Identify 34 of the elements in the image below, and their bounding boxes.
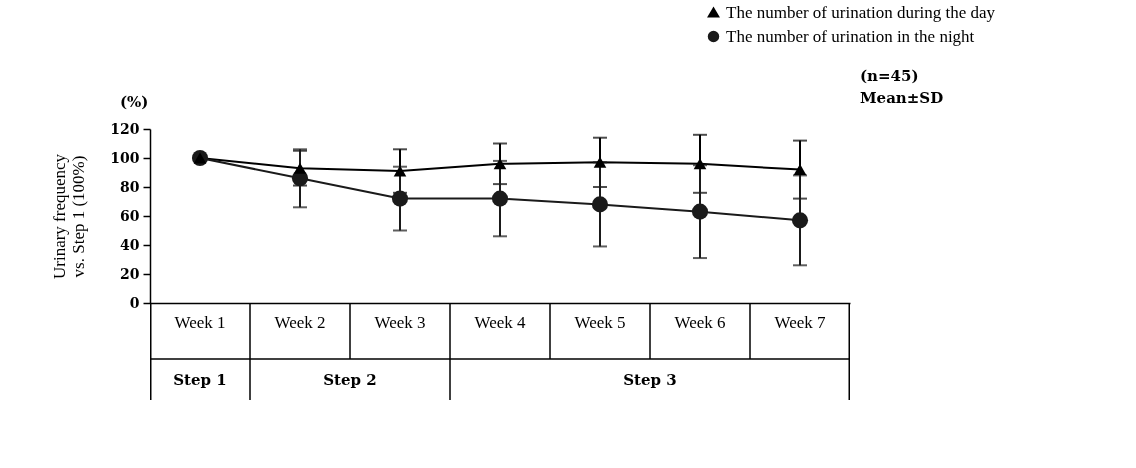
text: (n=45) <box>860 67 919 85</box>
point <box>391 190 409 207</box>
y-tick-label: 100 <box>110 149 140 166</box>
x-tick-label: Week 7 <box>774 312 827 332</box>
x-tick-label: Week 5 <box>574 312 626 332</box>
point <box>793 164 807 176</box>
legend-label: The number of urination in the night <box>726 26 975 46</box>
point <box>491 190 509 207</box>
text: Mean±SD <box>860 89 944 107</box>
point <box>591 196 609 213</box>
legend-label: The number of urination during the day <box>726 2 996 22</box>
text: Step 2 <box>322 369 378 391</box>
y-tick-label: 0 <box>129 294 140 311</box>
point <box>293 162 307 174</box>
point <box>791 212 809 229</box>
point <box>593 156 607 168</box>
point <box>493 158 507 170</box>
text: Step 3 <box>622 369 678 391</box>
point <box>691 203 709 220</box>
y-tick-label: 60 <box>120 207 140 224</box>
y-tick-label: 20 <box>120 265 140 282</box>
text: Step 1 <box>172 369 228 391</box>
x-tick-label: Week 3 <box>374 312 426 332</box>
y-tick-label: 120 <box>110 120 140 137</box>
x-tick-label: Week 2 <box>274 312 326 332</box>
y-axis-title: Urinary frequency vs. Step 1 (100%) <box>50 153 89 280</box>
x-tick-label: Week 6 <box>674 312 726 332</box>
y-tick-label: 40 <box>120 236 140 253</box>
x-tick-label: Week 4 <box>474 312 527 332</box>
point <box>393 165 407 177</box>
point <box>693 158 707 170</box>
text: (%) <box>120 93 149 111</box>
x-tick-label: Week 1 <box>174 312 226 332</box>
y-tick-label: 80 <box>120 178 140 195</box>
